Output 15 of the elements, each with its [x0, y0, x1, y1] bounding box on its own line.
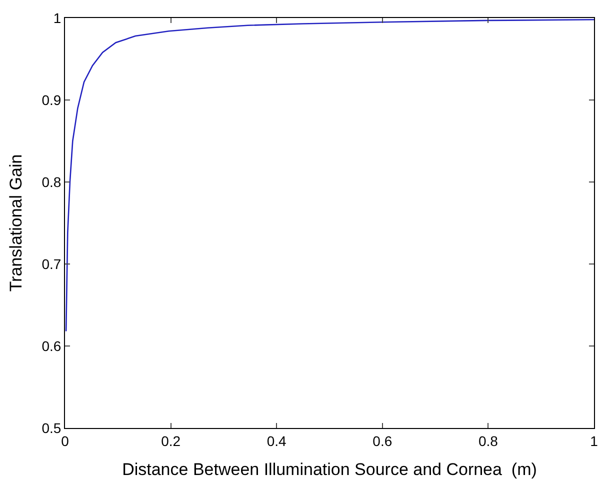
y-tick-label: 1	[53, 10, 62, 26]
y-axis-title: Translational Gain	[6, 154, 26, 292]
y-tick-label: 0.6	[42, 338, 62, 354]
x-tick-label: 0.4	[266, 432, 287, 449]
x-tick-label: 1	[590, 432, 598, 449]
y-tick-label: 0.5	[42, 420, 62, 436]
y-tick-label: 0.7	[42, 256, 62, 272]
x-tick-label: 0.2	[161, 432, 181, 449]
y-tick-label: 0.9	[42, 92, 62, 108]
line-series	[65, 18, 594, 332]
x-tick-label: 0.6	[372, 432, 392, 449]
x-axis-title: Distance Between Illumination Source and Cornea (m)	[122, 460, 537, 480]
x-tick-label: 0	[61, 432, 70, 449]
x-tick-label: 0.8	[478, 432, 498, 449]
y-tick-label: 0.8	[42, 174, 62, 190]
